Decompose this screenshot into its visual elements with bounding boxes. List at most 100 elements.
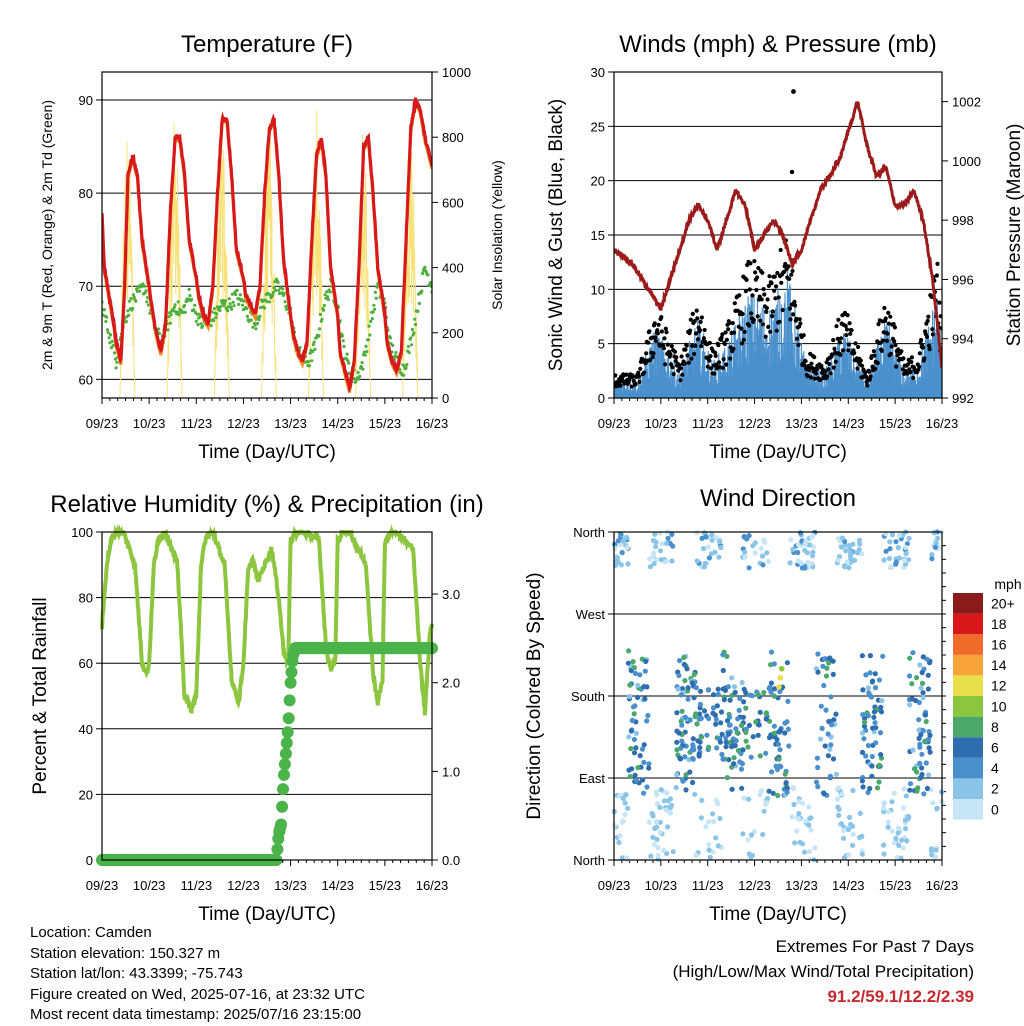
gust-point — [720, 365, 726, 371]
gust-point — [653, 335, 658, 340]
direction-point — [633, 730, 639, 736]
dewpoint-point — [197, 312, 201, 316]
direction-point — [741, 795, 747, 801]
direction-point — [643, 658, 649, 665]
direction-point — [696, 716, 702, 722]
dewpoint-point — [426, 273, 430, 277]
direction-point — [631, 750, 638, 756]
direction-point — [834, 796, 841, 802]
direction-point — [865, 685, 872, 691]
direction-point — [624, 544, 630, 551]
direction-point — [765, 558, 772, 564]
x-tick-label: 12/23 — [227, 416, 260, 431]
direction-point — [821, 682, 827, 689]
direction-point — [690, 756, 696, 762]
y-tick-label: North — [573, 853, 605, 868]
y-tick-label: 0 — [86, 853, 93, 868]
gust-point — [770, 309, 775, 314]
direction-point — [652, 531, 658, 537]
direction-point — [743, 729, 749, 736]
direction-point — [878, 752, 884, 758]
gust-point — [881, 338, 886, 343]
plot-frame — [613, 71, 943, 399]
gust-point — [749, 311, 754, 316]
gust-point — [810, 365, 815, 371]
y-tick-label: 100 — [71, 525, 93, 540]
elevation-text: Station elevation: 150.327 m — [30, 944, 221, 962]
gust-point — [750, 293, 755, 298]
gust-point — [911, 375, 916, 381]
y2-tick-label: 2.0 — [442, 676, 460, 691]
gust-point — [838, 352, 843, 357]
direction-point — [802, 565, 808, 571]
direction-point — [746, 722, 753, 729]
direction-point — [782, 730, 788, 736]
gust-point — [699, 315, 705, 320]
dewpoint-point — [115, 360, 119, 364]
gust-point — [791, 312, 796, 317]
direction-point — [796, 811, 802, 817]
gust-point — [741, 337, 747, 342]
direction-point — [723, 735, 729, 741]
gust-point — [844, 327, 850, 332]
gust-point — [671, 371, 676, 377]
gust-point — [683, 347, 688, 352]
direction-point — [682, 678, 688, 684]
direction-point — [830, 756, 837, 762]
direction-point — [906, 557, 912, 563]
direction-point — [791, 785, 797, 792]
dewpoint-point — [107, 336, 111, 340]
direction-point — [933, 854, 939, 860]
precip-point — [275, 818, 288, 831]
gust-point — [701, 336, 707, 341]
dewpoint-point — [375, 285, 379, 289]
x-tick-label: 16/23 — [416, 416, 449, 431]
y2-tick-label: 200 — [442, 326, 464, 341]
legend-title: mph — [994, 576, 1021, 592]
direction-point — [732, 689, 738, 696]
direction-point — [861, 736, 867, 742]
dewpoint-point — [280, 291, 284, 295]
direction-point — [787, 560, 793, 566]
x-tick-label: 14/23 — [321, 878, 354, 893]
direction-point — [805, 559, 811, 566]
legend-swatch — [953, 757, 983, 779]
gust-point — [686, 360, 691, 365]
direction-point — [768, 649, 775, 655]
dewpoint-point — [192, 308, 196, 312]
gust-point — [775, 270, 780, 276]
direction-point — [903, 793, 909, 799]
direction-point — [923, 718, 929, 725]
direction-point — [729, 786, 735, 792]
gust-point — [662, 336, 667, 341]
plot-frame — [101, 71, 433, 399]
direction-point — [848, 559, 854, 565]
direction-point — [626, 734, 632, 740]
direction-point — [743, 738, 749, 744]
dewpoint-point — [215, 312, 219, 316]
direction-point — [659, 541, 665, 547]
dewpoint-point — [214, 316, 218, 320]
direction-point — [836, 812, 842, 819]
direction-point — [869, 753, 875, 760]
direction-point — [745, 744, 751, 750]
gust-point — [705, 364, 710, 369]
direction-point — [649, 811, 655, 817]
direction-point — [645, 712, 651, 719]
direction-point — [661, 798, 668, 804]
gust-point — [769, 281, 774, 286]
direction-point — [625, 660, 632, 666]
gust-point — [917, 364, 922, 369]
dewpoint-point — [157, 327, 161, 331]
dewpoint-point — [402, 373, 406, 377]
gust-point — [919, 338, 924, 343]
direction-point — [623, 792, 629, 798]
direction-point — [870, 725, 876, 731]
y-tick-label: 20 — [79, 787, 93, 802]
direction-point — [906, 535, 912, 542]
gust-point — [663, 326, 668, 331]
direction-point — [677, 658, 683, 664]
direction-point — [641, 790, 647, 796]
direction-point — [859, 551, 865, 557]
direction-point — [633, 777, 640, 783]
